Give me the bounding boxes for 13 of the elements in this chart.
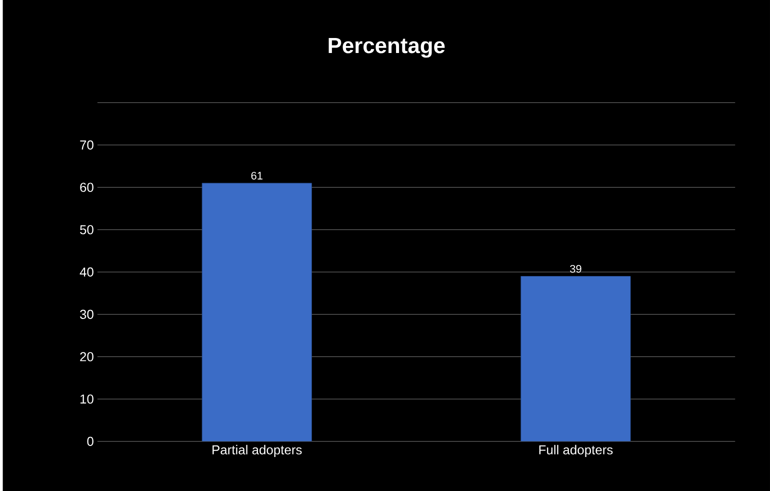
y-tick-label: 50 xyxy=(80,224,94,234)
x-tick-label: Full adopters xyxy=(539,444,613,457)
data-label: 39 xyxy=(570,264,582,273)
y-tick-label: 10 xyxy=(80,394,94,404)
y-tick-label: 0 xyxy=(87,436,94,446)
x-tick-label: Partial adopters xyxy=(212,444,302,457)
chart-title: Percentage xyxy=(328,38,445,58)
y-tick-label: 20 xyxy=(80,352,94,362)
y-tick-label: 30 xyxy=(80,310,94,319)
y-tick-label: 60 xyxy=(80,182,94,192)
y-tick-label: 70 xyxy=(80,140,94,150)
y-tick-label: 40 xyxy=(80,267,94,276)
data-label: 61 xyxy=(251,172,262,180)
